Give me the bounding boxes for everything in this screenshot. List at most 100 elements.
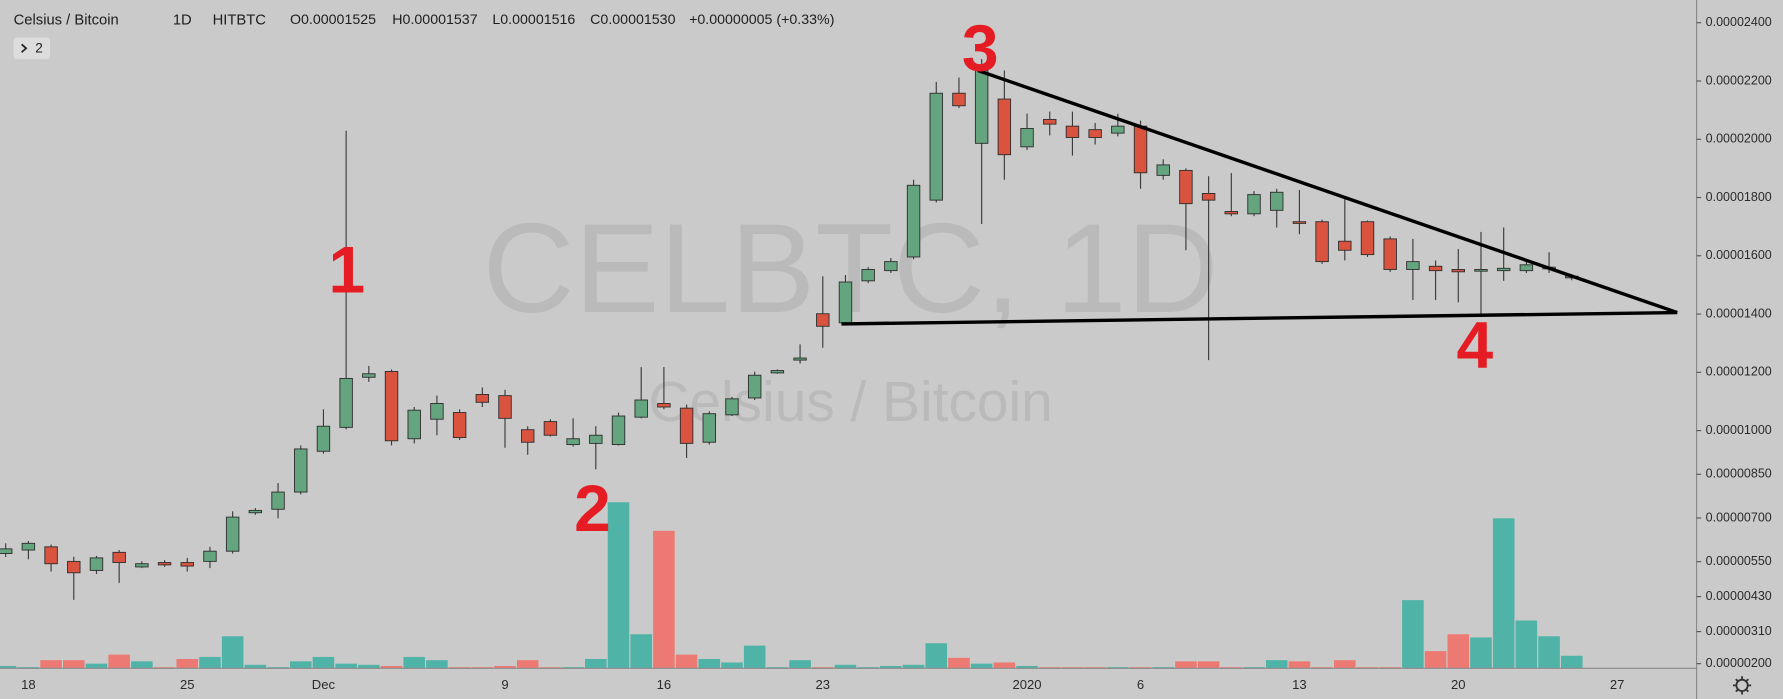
volume-bar (1402, 600, 1424, 669)
volume-bar (312, 656, 335, 669)
y-tick-label: 0.00000850 (1706, 467, 1772, 481)
volume-bar (1107, 667, 1129, 669)
candle-body (1496, 267, 1511, 272)
volume-bar (1515, 620, 1538, 669)
settings-button[interactable] (1732, 676, 1752, 695)
candle-body (1224, 211, 1239, 215)
volume-bar (675, 654, 698, 669)
candle-body (157, 562, 172, 566)
candle-body (816, 313, 830, 327)
candle-body (135, 563, 149, 568)
volume-bar (653, 530, 675, 669)
change-value: +0.00000005 (+0.33%) (689, 12, 834, 28)
candle-body (271, 491, 285, 510)
gear-teeth[interactable] (1732, 676, 1752, 695)
volume-bar (1175, 661, 1197, 669)
volume-bar (993, 662, 1016, 669)
symbol: Celsius / Bitcoin (14, 12, 119, 28)
volume-bar (811, 667, 834, 669)
x-tick-label: 18 (21, 677, 36, 692)
volume-bar (585, 658, 607, 669)
candle-body (21, 542, 36, 551)
y-tick-label: 0.00001400 (1706, 306, 1772, 320)
volume-bar (199, 656, 221, 669)
annotation: 4 (1457, 308, 1494, 382)
toggle-box[interactable] (13, 37, 51, 60)
indicator-count[interactable]: 2 (35, 40, 43, 55)
volume-bar (902, 664, 925, 669)
volume-bar (721, 662, 743, 669)
candle-body (294, 448, 308, 493)
time-axis: 18 25 Dec 9 16 23 2020 6 13 20 27 (21, 677, 1624, 692)
volume-bar (516, 660, 539, 669)
plot-area (0, 59, 1583, 669)
volume-bar (1379, 667, 1401, 669)
high-value: H0.00001537 (392, 12, 477, 28)
y-tick-label: 0.00001600 (1706, 248, 1772, 262)
candle-body (906, 184, 921, 258)
candle-body (225, 516, 240, 552)
candle-body (521, 429, 535, 443)
volume-bar (1334, 660, 1356, 669)
volume-bar (221, 636, 244, 669)
exchange: HITBTC (213, 12, 267, 28)
y-tick-label: 0.00001800 (1706, 190, 1772, 204)
candle-body (1406, 261, 1420, 270)
x-tick-label: 25 (180, 677, 195, 692)
trend-line (841, 310, 1678, 326)
candle-body (543, 421, 558, 436)
candle-body (997, 98, 1012, 156)
candle-body (725, 398, 739, 416)
chevron-icon[interactable] (21, 43, 28, 53)
open-value: O0.00001525 (290, 12, 376, 28)
volume-bar (948, 657, 970, 669)
volume-bar (834, 664, 857, 669)
candle-body (1065, 125, 1080, 138)
x-tick-label: 6 (1137, 677, 1144, 692)
candle-body (1519, 264, 1534, 272)
volume-bar (1447, 634, 1470, 669)
candle-body (929, 92, 943, 201)
y-tick-label: 0.00000200 (1706, 656, 1772, 670)
volume-bar (743, 645, 766, 669)
volume-bar (789, 660, 811, 669)
volume-bar (380, 665, 403, 669)
volume-bar (289, 661, 312, 669)
volume-bar (448, 667, 471, 669)
candle-body (770, 370, 785, 374)
candle-body (747, 374, 762, 399)
volume-bar (766, 667, 789, 669)
candle-body (793, 357, 807, 361)
volume-bar (630, 634, 652, 669)
candle-body (384, 370, 399, 442)
volume-bar (1084, 667, 1106, 669)
volume-bar (1243, 667, 1265, 669)
candle-body (1360, 221, 1375, 256)
volume-bar (40, 660, 62, 669)
volume-bar (335, 663, 357, 669)
candle-body (407, 409, 421, 440)
annotation: 3 (962, 11, 999, 85)
volume-bar (1560, 655, 1583, 669)
close-value: C0.00001530 (590, 12, 675, 28)
indicator-toggle[interactable]: 2 (13, 37, 51, 60)
volume-bar (0, 665, 17, 669)
candle-body (1315, 221, 1329, 263)
candle-body (112, 551, 126, 564)
volume-bar (1288, 661, 1311, 669)
candle-body (498, 395, 512, 419)
candle-body (702, 413, 716, 443)
y-tick-label: 0.00000310 (1706, 624, 1772, 638)
candle-body (1201, 192, 1216, 201)
price-axis: 0.00002400 0.00002200 0.00002000 0.00001800… (1696, 15, 1772, 670)
annotation: 1 (328, 232, 365, 306)
volume-bar (1492, 518, 1515, 669)
volume-bar (358, 664, 380, 669)
volume-bar (1016, 665, 1038, 669)
volume-bar (1220, 667, 1243, 669)
volume-bar (85, 663, 108, 669)
y-tick-label: 0.00001000 (1706, 423, 1772, 437)
